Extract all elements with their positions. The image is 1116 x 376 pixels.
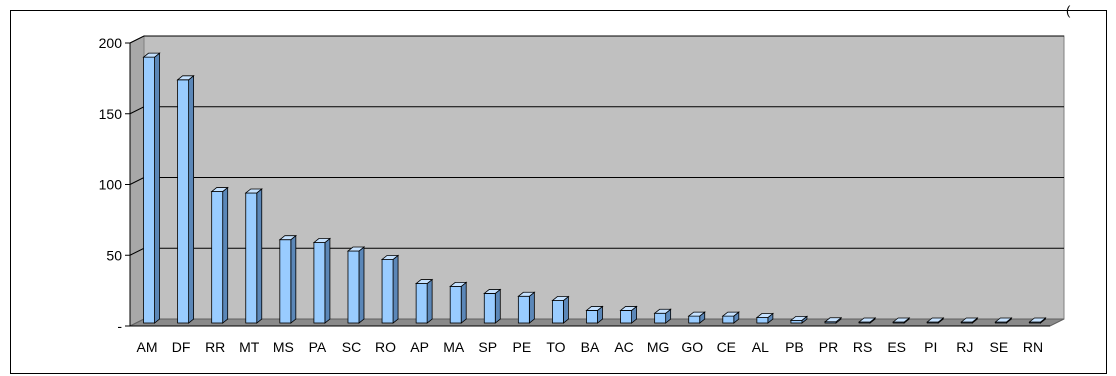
bar-top (483, 289, 502, 294)
bar (381, 259, 394, 324)
x-tick-label: AP (410, 339, 429, 355)
x-tick-label: PR (819, 339, 838, 355)
bar (586, 310, 598, 324)
bar-top (892, 317, 911, 323)
bar-side (222, 186, 229, 324)
bar-top (210, 187, 229, 192)
bar (211, 191, 224, 324)
x-tick-label: SE (990, 339, 1009, 355)
x-tick-label: GO (681, 339, 703, 355)
bar-top (687, 311, 706, 317)
bar-top (176, 75, 195, 81)
bar-side (154, 52, 160, 324)
x-tick-label: AM (137, 339, 158, 355)
x-tick-label: CE (717, 339, 736, 355)
bar-top (449, 281, 468, 287)
x-tick-label: MS (273, 339, 294, 355)
x-tick-label: RJ (956, 339, 973, 355)
x-tick-label: RR (205, 339, 225, 355)
bar-top (517, 291, 536, 297)
bar-side (290, 234, 297, 324)
bar-side (358, 246, 365, 324)
bar (177, 79, 190, 324)
bar-side (460, 281, 467, 324)
bar-top (721, 311, 740, 317)
bar-top (823, 317, 843, 323)
bar-top (755, 313, 775, 318)
y-tick-label: 50 (106, 247, 122, 263)
y-tick-label: 100 (99, 177, 123, 193)
x-tick-label: AC (614, 339, 633, 355)
bar (449, 285, 462, 324)
x-tick-label: RN (1023, 339, 1043, 355)
bar-side (324, 237, 331, 324)
corner-note: ( (1066, 3, 1071, 18)
bar-side (563, 295, 569, 324)
bar (688, 315, 701, 324)
y-tick-label: 150 (99, 106, 123, 122)
bar-top (619, 306, 638, 311)
bar (347, 250, 360, 324)
x-tick-label: PB (785, 339, 804, 355)
x-tick-label: PI (924, 339, 937, 355)
bar-top (857, 317, 877, 323)
x-tick-label: SC (342, 339, 361, 355)
bar-top (1028, 317, 1047, 323)
bar-side (188, 74, 195, 324)
bar-top (551, 296, 570, 301)
bar (552, 300, 564, 324)
bar (143, 56, 155, 324)
bar-top (142, 52, 161, 58)
bar-top (926, 317, 945, 323)
x-tick-label: MT (239, 339, 260, 355)
bar-top (312, 238, 332, 243)
gridline (129, 35, 1064, 44)
bar-top (653, 308, 672, 314)
bar-side (528, 291, 535, 324)
x-tick-label: MG (647, 339, 670, 355)
x-tick-label: TO (546, 339, 565, 355)
bar-side (494, 288, 501, 324)
bar (620, 310, 632, 324)
bar-top (994, 317, 1013, 323)
bar-top (244, 188, 263, 194)
x-tick-label: BA (581, 339, 600, 355)
bar (313, 242, 326, 324)
x-tick-label: RS (853, 339, 872, 355)
y-tick-label: - (117, 318, 122, 334)
x-tick-label: AL (752, 339, 769, 355)
x-tick-label: ES (887, 339, 906, 355)
bar-top (380, 255, 400, 260)
bar-top (585, 306, 604, 311)
bar (722, 315, 735, 324)
bar (279, 239, 292, 324)
bar (517, 295, 530, 324)
bar (415, 283, 428, 324)
bar-top (414, 279, 434, 284)
bar-top (278, 235, 297, 241)
x-tick-label: PA (309, 339, 327, 355)
bar-top (346, 246, 366, 252)
bar-top (789, 315, 809, 321)
x-tick-label: MA (443, 339, 465, 355)
bar (756, 317, 769, 324)
bar-side (392, 254, 399, 324)
x-tick-label: PE (513, 339, 532, 355)
bar-top (960, 317, 979, 323)
x-tick-label: DF (172, 339, 191, 355)
bar (483, 293, 496, 324)
bar-side (426, 278, 433, 324)
y-tick-label: 200 (99, 35, 123, 51)
x-tick-label: SP (478, 339, 497, 355)
bar-side (256, 188, 263, 324)
bar (245, 192, 258, 324)
x-tick-label: RO (375, 339, 396, 355)
bar (654, 312, 667, 324)
